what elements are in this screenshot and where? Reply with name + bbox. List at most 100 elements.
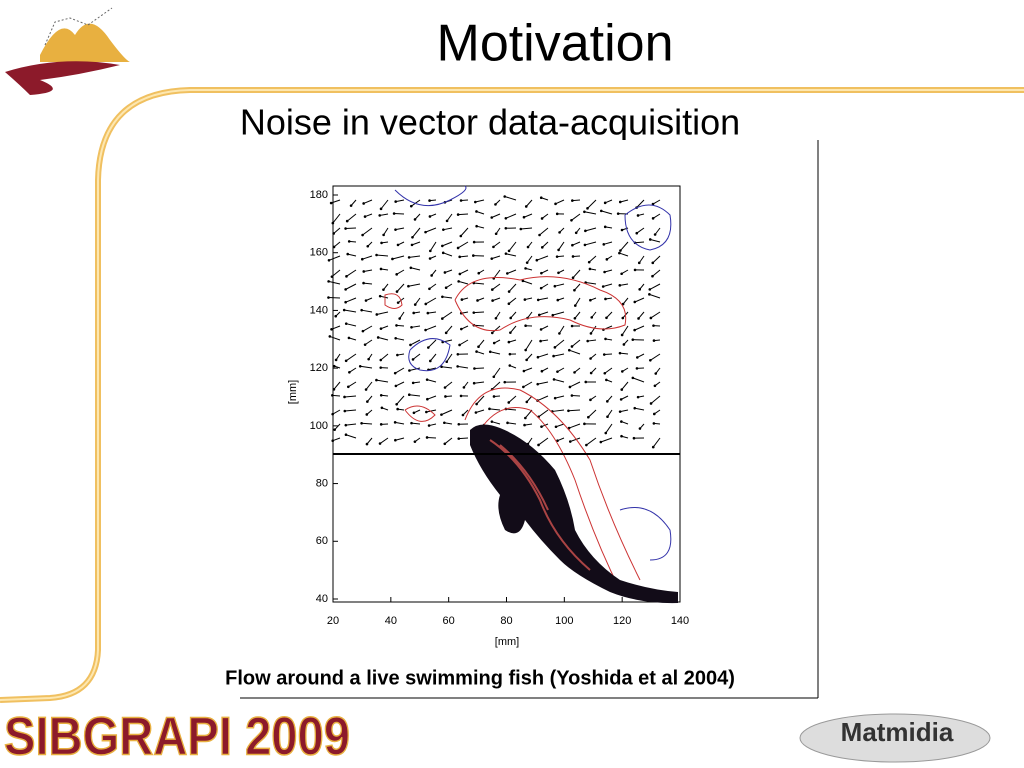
- flow-arrow-head: [556, 370, 559, 373]
- flow-arrow-head: [445, 219, 449, 223]
- flow-arrow: [538, 297, 549, 301]
- contour: [479, 407, 621, 591]
- flow-arrow-head: [524, 324, 527, 328]
- flow-arrow-head: [567, 409, 570, 413]
- matmidia-logo: Matmidia: [841, 717, 954, 747]
- flow-arrow: [574, 297, 581, 306]
- flow-arrow: [553, 378, 565, 383]
- flow-arrow: [508, 283, 517, 292]
- flow-arrow-head: [380, 241, 383, 245]
- flow-arrow: [603, 241, 613, 245]
- flow-arrow: [360, 365, 373, 369]
- flow-arrow-head: [348, 370, 351, 374]
- flow-arrow: [634, 297, 645, 303]
- flow-arrow-head: [653, 233, 657, 236]
- flow-arrow: [425, 325, 437, 331]
- flow-arrow: [650, 353, 661, 361]
- flow-arrow-head: [344, 322, 348, 325]
- flow-arrow-head: [408, 369, 411, 372]
- flow-arrow-head: [473, 367, 476, 370]
- flow-arrow-head: [584, 380, 588, 384]
- flow-arrow-head: [413, 218, 417, 221]
- y-tick-label: 120: [310, 362, 328, 374]
- flow-arrow-head: [396, 407, 399, 411]
- y-tick-label: 180: [310, 189, 328, 201]
- flow-arrow-head: [536, 382, 540, 386]
- flow-arrow: [427, 395, 437, 400]
- flow-arrow: [570, 437, 581, 443]
- flow-arrow: [490, 351, 501, 355]
- flow-arrow-head: [621, 370, 624, 373]
- flow-arrow-head: [379, 207, 383, 211]
- flow-arrow: [553, 353, 565, 357]
- flow-arrow: [476, 211, 485, 215]
- flow-arrow-head: [588, 267, 592, 271]
- x-tick-label: 40: [385, 615, 397, 627]
- flow-arrow-head: [380, 406, 384, 410]
- flow-arrow-head: [570, 324, 574, 328]
- flow-arrow-head: [557, 271, 560, 275]
- flow-arrow-head: [494, 203, 497, 206]
- flow-arrow-head: [618, 410, 622, 413]
- flow-arrow-head: [507, 340, 511, 344]
- flow-arrow-head: [426, 311, 430, 315]
- flow-arrow: [458, 437, 469, 440]
- flow-arrow: [399, 311, 405, 319]
- flow-arrow: [572, 241, 581, 246]
- flow-arrow: [632, 377, 645, 383]
- figure-caption: Flow around a live swimming fish (Yoshid…: [225, 667, 735, 689]
- flow-arrow-head: [620, 272, 623, 276]
- flow-arrow-head: [327, 296, 330, 299]
- flow-arrow-head: [346, 385, 350, 389]
- flow-arrow: [376, 254, 389, 257]
- flow-arrow-head: [503, 380, 507, 384]
- flow-arrow-head: [599, 209, 603, 213]
- flow-arrow-head: [589, 298, 592, 302]
- flow-arrow-head: [376, 336, 380, 339]
- flow-arrow-head: [458, 272, 462, 276]
- x-tick-label: 140: [671, 615, 689, 627]
- flow-arrow: [330, 199, 341, 204]
- flow-arrow-head: [490, 257, 494, 260]
- flow-arrow-head: [507, 302, 511, 306]
- flow-arrow: [474, 367, 485, 370]
- flow-arrow-head: [556, 439, 559, 443]
- flow-arrow-head: [363, 215, 367, 218]
- flow-arrow-head: [553, 396, 557, 400]
- flow-arrow-head: [584, 229, 587, 233]
- flow-arrow-head: [635, 231, 639, 235]
- flow-arrow-head: [648, 238, 652, 241]
- flow-arrow-head: [345, 219, 349, 223]
- flow-arrow-head: [441, 317, 444, 320]
- flow-arrow-head: [589, 398, 592, 402]
- flow-arrow: [505, 253, 517, 257]
- flow-arrow-head: [444, 331, 448, 335]
- flow-arrow-head: [398, 317, 401, 320]
- flow-arrow-head: [409, 266, 413, 270]
- flow-arrow: [572, 269, 581, 279]
- flow-arrow-head: [636, 395, 640, 399]
- flow-arrow: [555, 395, 565, 399]
- flow-arrow: [412, 227, 421, 238]
- flow-arrow-head: [379, 327, 383, 330]
- logo: [5, 7, 130, 95]
- flow-arrow-head: [334, 314, 338, 318]
- flow-arrow-head: [361, 329, 365, 333]
- flow-arrow: [568, 423, 581, 429]
- flow-arrow-head: [477, 345, 480, 349]
- flow-arrow: [489, 408, 501, 411]
- flow-arrow: [457, 241, 469, 249]
- flow-arrow: [652, 269, 661, 277]
- flow-arrow: [605, 423, 613, 434]
- flow-arrow-head: [342, 308, 346, 312]
- flow-arrow: [429, 283, 437, 290]
- flow-arrow-head: [440, 413, 443, 416]
- flow-arrow-head: [490, 288, 494, 291]
- flow-arrow-head: [460, 298, 464, 301]
- flow-arrow-head: [394, 384, 398, 388]
- flow-arrow-head: [461, 413, 465, 417]
- flow-arrow-head: [526, 245, 530, 249]
- flow-arrow-head: [604, 337, 607, 341]
- flow-arrow-head: [443, 442, 447, 446]
